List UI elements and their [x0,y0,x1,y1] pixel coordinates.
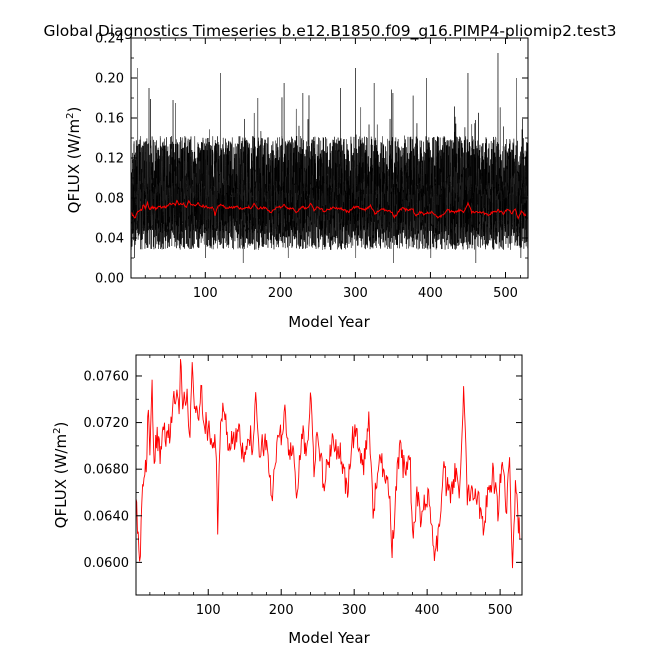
top-x-tick-label: 100 [193,286,218,301]
bottom-x-tick-label: 100 [196,603,221,618]
bottom-plot-frame [135,354,523,596]
bottom-y-label-main: QFLUX (W/m [52,434,70,528]
top-chart: 100 200 300 400 500 0.00 0.04 0.08 0.12 0.16 0.20 0… [65,32,529,331]
bottom-plot-area [135,359,521,569]
bottom-chart: 100 200 300 400 500 0.0600 0.0640 0.0680 0.0720 0… [52,354,523,647]
top-y-axis-label: QFLUX (W/m2) [65,107,83,214]
top-y-tick-label: 0.12 [95,152,124,167]
bottom-y-tick-label: 0.0720 [84,416,130,431]
top-plot-area [130,52,529,264]
bottom-y-label-close: ) [52,422,70,428]
top-y-tick-label: 0.16 [95,112,124,127]
top-x-tick-label: 200 [268,286,293,301]
top-axis-ticks: 100 200 300 400 500 0.00 0.04 0.08 0.12 0.16 0.20 0… [95,32,528,301]
page-title: Global Diagnostics Timeseries b.e12.B185… [43,22,616,41]
bottom-axis-ticks: 100 200 300 400 500 0.0600 0.0640 0.0680 0.0720 0… [84,355,522,618]
top-x-tick-label: 500 [493,286,518,301]
top-y-label-superscript: 2 [65,113,76,119]
bottom-x-tick-label: 500 [488,603,513,618]
bottom-y-tick-label: 0.0640 [84,509,130,524]
top-y-label-main: QFLUX (W/m [65,119,83,213]
monthly-series-line [130,52,529,264]
annual-mean-series-line [135,359,521,569]
top-x-tick-label: 300 [343,286,368,301]
top-y-tick-label: 0.24 [95,32,124,47]
bottom-x-axis-label: Model Year [288,629,370,647]
annual-mean-overlay-line [130,199,527,220]
top-y-tick-label: 0.20 [95,72,124,87]
top-y-label-close: ) [65,107,83,113]
bottom-y-label-superscript: 2 [52,428,63,434]
bottom-x-tick-label: 400 [415,603,440,618]
top-x-tick-label: 400 [418,286,443,301]
bottom-y-tick-label: 0.0600 [84,556,130,571]
bottom-y-axis-label: QFLUX (W/m2) [52,422,70,529]
top-y-tick-label: 0.00 [95,272,124,287]
top-y-tick-label: 0.04 [95,232,124,247]
top-y-tick-label: 0.08 [95,192,124,207]
bottom-x-tick-label: 300 [342,603,367,618]
bottom-y-tick-label: 0.0680 [84,463,130,478]
bottom-y-tick-label: 0.0760 [84,369,130,384]
top-x-axis-label: Model Year [288,313,370,331]
bottom-x-tick-label: 200 [269,603,294,618]
